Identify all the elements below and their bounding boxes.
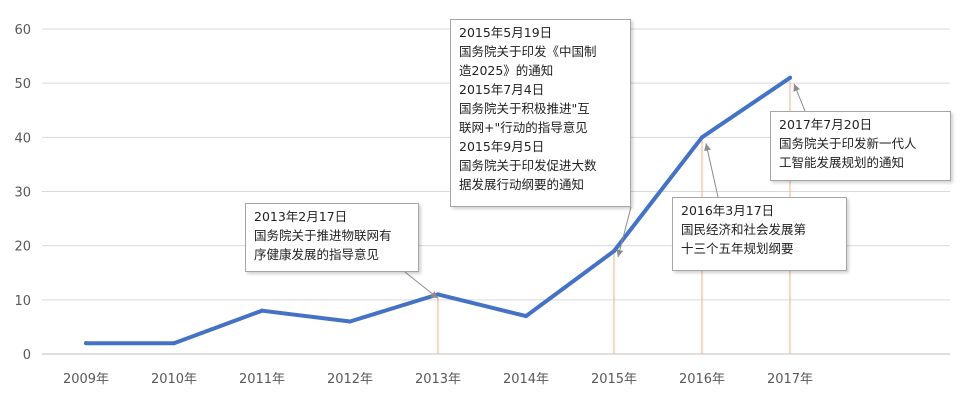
y-tick-label: 40 bbox=[14, 131, 31, 146]
data-point bbox=[436, 292, 440, 297]
x-tick-label: 2015年 bbox=[591, 372, 637, 387]
y-tick-label: 60 bbox=[14, 23, 31, 38]
data-point bbox=[700, 135, 704, 140]
data-point bbox=[788, 75, 792, 80]
data-point bbox=[612, 249, 616, 254]
annotation-arrow bbox=[617, 206, 632, 258]
x-tick-label: 2016年 bbox=[679, 372, 725, 387]
x-tick-label: 2017年 bbox=[767, 372, 813, 387]
x-tick-label: 2010年 bbox=[151, 372, 197, 387]
y-tick-label: 20 bbox=[14, 240, 31, 255]
y-tick-label: 30 bbox=[14, 186, 31, 201]
x-tick-label: 2014年 bbox=[503, 372, 549, 387]
annotation-arrow bbox=[705, 143, 719, 198]
y-tick-label: 10 bbox=[14, 294, 31, 309]
annotation-arrowhead bbox=[616, 249, 624, 258]
annotation-2016: 2016年3月17日 国民经济和社会发展第 十三个五年规划纲要 bbox=[672, 197, 847, 271]
data-point bbox=[524, 314, 528, 319]
annotation-arrowhead bbox=[430, 291, 438, 299]
annotation-arrows bbox=[404, 83, 806, 299]
x-tick-label: 2013年 bbox=[415, 372, 461, 387]
data-point bbox=[84, 341, 88, 346]
x-axis-tick-labels: 2009年 2010年 2011年 2012年 2013年 2014年 2015年 2016年… bbox=[63, 372, 813, 387]
x-tick-label: 2011年 bbox=[239, 372, 285, 387]
y-tick-label: 0 bbox=[23, 348, 31, 363]
data-series bbox=[84, 75, 792, 346]
annotation-arrowhead bbox=[793, 83, 800, 92]
data-point bbox=[260, 308, 264, 313]
y-tick-label: 50 bbox=[14, 77, 31, 92]
annotation-arrowhead bbox=[704, 143, 711, 152]
y-axis-tick-labels: 0 10 20 30 40 50 60 bbox=[14, 23, 31, 363]
data-point bbox=[348, 319, 352, 324]
annotation-2013: 2013年2月17日 国务院关于推进物联网有 序健康发展的指导意见 bbox=[245, 203, 419, 272]
data-point bbox=[172, 341, 176, 346]
x-tick-label: 2012年 bbox=[327, 372, 373, 387]
annotation-2015: 2015年5月19日 国务院关于印发《中国制 造2025》的通知 2015年7月… bbox=[450, 19, 631, 207]
x-tick-label: 2009年 bbox=[63, 372, 109, 387]
annotation-2017: 2017年7月20日 国务院关于印发新一代人 工智能发展规划的通知 bbox=[770, 111, 951, 181]
